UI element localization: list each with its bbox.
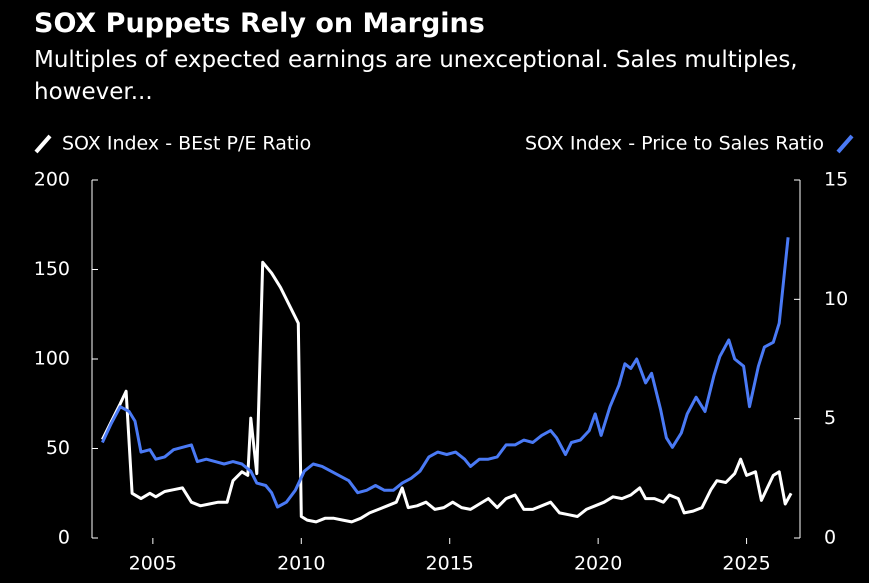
y-tick-label: 200 (34, 169, 70, 191)
y-tick-label: 50 (46, 437, 70, 459)
legend-swatch (34, 134, 52, 154)
x-tick-label: 2015 (426, 553, 474, 575)
y2-tick-label: 0 (824, 527, 836, 549)
y-tick-label: 100 (34, 348, 70, 370)
y2-tick-label: 5 (824, 407, 836, 429)
series-line (101, 260, 793, 524)
y2-tick-label: 10 (824, 288, 848, 310)
x-tick-label: 2010 (277, 553, 325, 575)
y-tick-label: 150 (34, 258, 70, 280)
series-line (101, 237, 790, 509)
chart-title: SOX Puppets Rely on Margins (34, 8, 485, 39)
y-tick-label: 0 (58, 527, 70, 549)
x-tick-label: 2020 (574, 553, 622, 575)
legend-swatch (836, 134, 854, 154)
x-tick-label: 2025 (722, 553, 770, 575)
legend-label: SOX Index - BEst P/E Ratio (62, 133, 311, 155)
chart-subtitle: Multiples of expected earnings are unexc… (34, 47, 798, 105)
y2-tick-label: 15 (824, 169, 848, 191)
legend-label: SOX Index - Price to Sales Ratio (525, 133, 824, 155)
x-tick-label: 2005 (129, 553, 177, 575)
